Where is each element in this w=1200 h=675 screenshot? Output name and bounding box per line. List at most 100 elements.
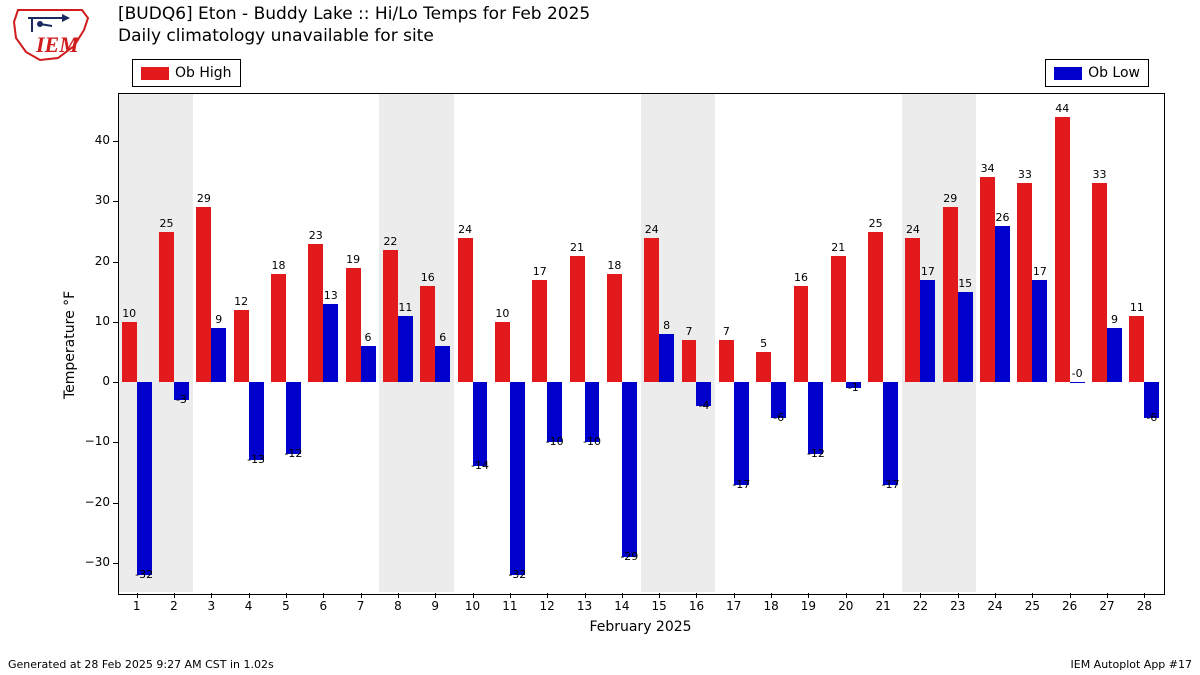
- x-tick-mark: [958, 593, 959, 598]
- bar-high-label: 7: [674, 325, 704, 338]
- bar-low-label: -17: [876, 478, 906, 491]
- y-tick-label: −30: [74, 555, 110, 569]
- bar-high: [719, 340, 734, 382]
- x-tick-label: 24: [983, 599, 1007, 613]
- x-axis-label: February 2025: [581, 619, 701, 635]
- x-tick-label: 26: [1058, 599, 1082, 613]
- y-tick-label: 20: [74, 254, 110, 268]
- bar-high-label: 24: [898, 223, 928, 236]
- legend-high: Ob High: [132, 59, 241, 87]
- x-tick-label: 5: [274, 599, 298, 613]
- bar-high: [495, 322, 510, 382]
- bar-high-label: 10: [114, 307, 144, 320]
- bar-high: [271, 274, 286, 382]
- bar-high-label: 12: [226, 295, 256, 308]
- x-tick-mark: [1070, 593, 1071, 598]
- bar-low: [1070, 382, 1085, 383]
- bar-low-label: 15: [950, 277, 980, 290]
- y-tick-mark: [113, 141, 118, 142]
- bar-high-label: 33: [1085, 168, 1115, 181]
- x-tick-label: 2: [162, 599, 186, 613]
- bar-low-label: -13: [241, 453, 271, 466]
- bar-low: [323, 304, 338, 382]
- x-tick-mark: [174, 593, 175, 598]
- bar-low-label: -12: [801, 447, 831, 460]
- x-tick-label: 23: [946, 599, 970, 613]
- x-tick-label: 1: [125, 599, 149, 613]
- y-tick-label: −20: [74, 495, 110, 509]
- bar-high-label: 25: [152, 217, 182, 230]
- x-tick-label: 28: [1132, 599, 1156, 613]
- bar-low: [1107, 328, 1122, 382]
- x-tick-mark: [585, 593, 586, 598]
- x-tick-mark: [995, 593, 996, 598]
- bar-low: [473, 382, 488, 466]
- bar-high: [458, 238, 473, 383]
- bar-low-label: -32: [502, 568, 532, 581]
- y-tick-label: 0: [74, 374, 110, 388]
- x-tick-label: 13: [573, 599, 597, 613]
- bar-high-label: 23: [301, 229, 331, 242]
- bar-high-label: 21: [823, 241, 853, 254]
- x-tick-mark: [547, 593, 548, 598]
- bar-low-label: -10: [577, 435, 607, 448]
- bar-low: [808, 382, 823, 454]
- x-tick-mark: [1144, 593, 1145, 598]
- x-tick-label: 18: [759, 599, 783, 613]
- bar-high: [607, 274, 622, 382]
- bar-high-label: 34: [973, 162, 1003, 175]
- x-tick-label: 21: [871, 599, 895, 613]
- bar-high: [570, 256, 585, 383]
- bar-high: [196, 207, 211, 382]
- bar-high: [943, 207, 958, 382]
- x-tick-label: 10: [461, 599, 485, 613]
- legend-high-label: Ob High: [175, 65, 232, 81]
- bar-high: [1055, 117, 1070, 382]
- bar-low-label: -29: [614, 550, 644, 563]
- bar-low-label: -12: [278, 447, 308, 460]
- x-tick-mark: [211, 593, 212, 598]
- x-tick-label: 12: [535, 599, 559, 613]
- x-tick-mark: [920, 593, 921, 598]
- y-tick-label: 10: [74, 314, 110, 328]
- bar-high-label: 19: [338, 253, 368, 266]
- bar-high: [905, 238, 920, 383]
- bar-low-label: 17: [913, 265, 943, 278]
- x-tick-mark: [734, 593, 735, 598]
- bar-low-label: -6: [1137, 411, 1167, 424]
- bar-high: [308, 244, 323, 383]
- y-tick-mark: [113, 563, 118, 564]
- bar-high: [794, 286, 809, 382]
- bar-low: [547, 382, 562, 442]
- bar-low-label: -6: [764, 411, 794, 424]
- x-tick-mark: [286, 593, 287, 598]
- chart-title-line1: [BUDQ6] Eton - Buddy Lake :: Hi/Lo Temps…: [118, 4, 590, 24]
- bar-low-label: 13: [316, 289, 346, 302]
- legend-high-swatch: [141, 67, 169, 80]
- bar-high-label: 22: [375, 235, 405, 248]
- bar-low: [1032, 280, 1047, 382]
- x-tick-label: 3: [199, 599, 223, 613]
- bar-high: [1092, 183, 1107, 382]
- x-tick-mark: [323, 593, 324, 598]
- x-tick-mark: [473, 593, 474, 598]
- bar-high-label: 21: [562, 241, 592, 254]
- bar-low: [398, 316, 413, 382]
- y-tick-mark: [113, 442, 118, 443]
- bar-high: [234, 310, 249, 382]
- legend-low-label: Ob Low: [1088, 65, 1140, 81]
- footer-generated: Generated at 28 Feb 2025 9:27 AM CST in …: [8, 658, 274, 671]
- bar-high: [383, 250, 398, 383]
- bar-low: [622, 382, 637, 557]
- bar-low-label: -32: [129, 568, 159, 581]
- y-tick-label: −10: [74, 434, 110, 448]
- bar-low-label: 6: [353, 331, 383, 344]
- bar-high: [682, 340, 697, 382]
- bar-high-label: 44: [1047, 102, 1077, 115]
- bar-low: [734, 382, 749, 484]
- bar-high-label: 29: [935, 192, 965, 205]
- y-tick-mark: [113, 262, 118, 263]
- x-tick-mark: [510, 593, 511, 598]
- y-tick-mark: [113, 201, 118, 202]
- bar-low: [249, 382, 264, 460]
